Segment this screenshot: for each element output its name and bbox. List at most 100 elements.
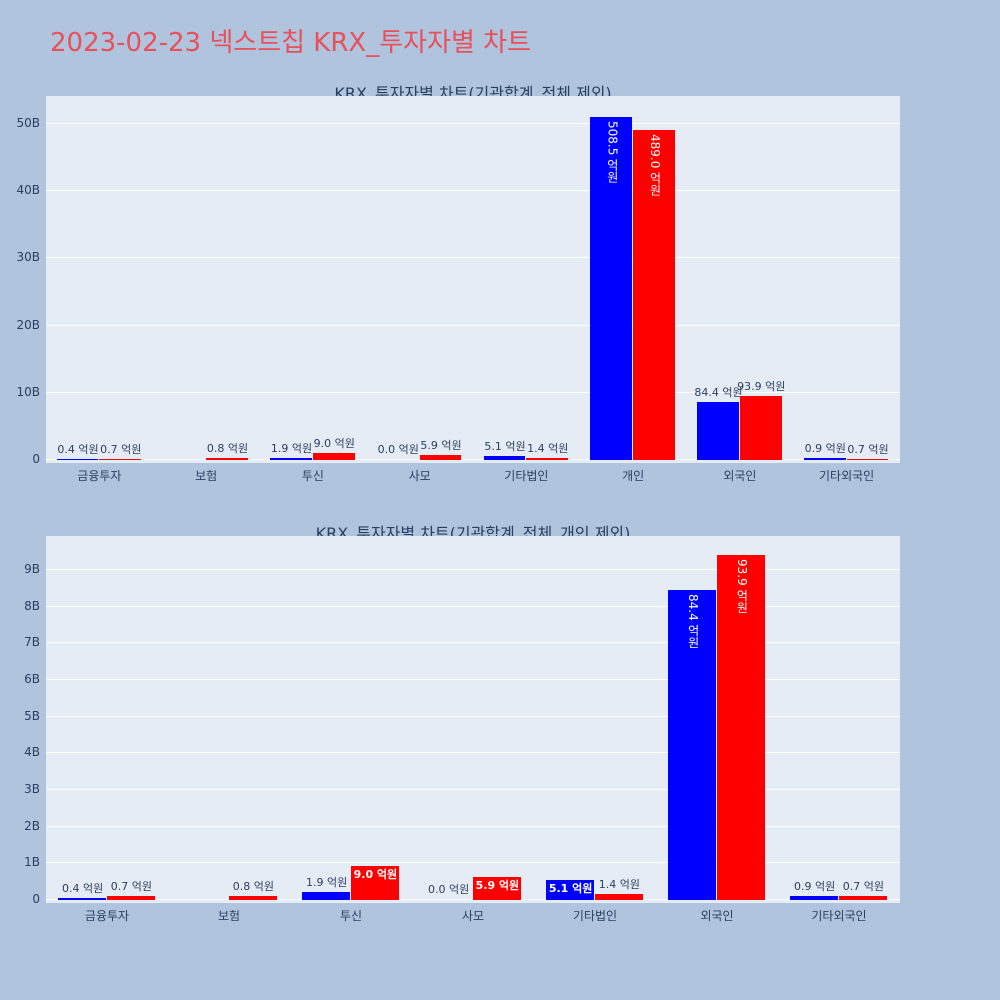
x-tick-label: 투신 <box>339 909 363 923</box>
y-tick-label: 50B <box>16 115 40 130</box>
x-tick-label: 투신 <box>301 469 324 483</box>
bar-buy <box>58 897 106 900</box>
data-label: 84.4 억원 <box>686 593 701 649</box>
bar-sell <box>99 458 142 460</box>
bar-sell <box>351 866 399 900</box>
y-tick-label: 30B <box>16 250 40 265</box>
data-label: 5.1 억원 <box>548 882 593 896</box>
bar-buy <box>803 458 846 460</box>
gridline <box>46 752 900 754</box>
bar-sell <box>846 458 889 460</box>
bar-buy <box>790 895 838 900</box>
bar-buy <box>668 589 716 900</box>
x-tick-label: 기타법인 <box>572 909 618 923</box>
data-label: 0.4 억원 <box>57 442 99 456</box>
data-label: 0.7 억원 <box>100 442 142 456</box>
data-label: 508.5 억원 <box>605 121 620 184</box>
data-label: 93.9 억원 <box>737 379 786 393</box>
gridline <box>46 642 900 644</box>
data-label: 9.0 억원 <box>313 436 355 450</box>
gridline <box>46 825 900 827</box>
data-label: 1.4 억원 <box>598 877 641 891</box>
data-label: 5.9 억원 <box>420 439 462 453</box>
y-tick-label: 3B <box>24 782 40 796</box>
bar-sell <box>526 458 569 460</box>
bar-sell <box>717 554 765 900</box>
bar-buy <box>483 455 526 460</box>
x-tick-label: 사모 <box>461 909 485 923</box>
gridline <box>46 569 900 570</box>
main-title: 2023-02-23 넥스트칩 KRX_투자자별 차트 <box>50 28 532 58</box>
bar-sell <box>473 877 521 900</box>
bar-sell <box>312 452 355 460</box>
y-tick-label: 40B <box>16 183 40 198</box>
bar-sell <box>595 893 643 900</box>
y-tick-label: 8B <box>24 598 40 613</box>
gridline <box>46 679 900 680</box>
gridline <box>46 324 900 326</box>
x-tick-label: 개인 <box>622 469 645 483</box>
x-tick-label: 사모 <box>408 469 431 483</box>
y-tick-label: 9B <box>24 562 40 576</box>
gridline <box>46 715 900 717</box>
data-label: 1.9 억원 <box>270 441 313 455</box>
gridline <box>46 391 900 393</box>
data-label: 0.9 억원 <box>793 879 836 893</box>
data-label: 0.7 억원 <box>847 442 889 456</box>
data-label: 5.1 억원 <box>484 439 526 453</box>
bar-sell <box>419 455 462 460</box>
y-tick-label: 6B <box>24 672 40 686</box>
x-tick-label: 금융투자 <box>77 469 122 483</box>
data-label: 0.9 억원 <box>804 442 846 456</box>
y-tick-label: 1B <box>24 855 40 870</box>
x-tick-label: 기타외국인 <box>819 469 875 483</box>
x-tick-label: 기타법인 <box>504 469 549 483</box>
bar-sell <box>839 896 887 900</box>
bar-buy <box>697 402 739 460</box>
y-tick-label: 2B <box>24 818 40 833</box>
bar-buy <box>56 458 99 460</box>
gridline <box>46 190 900 192</box>
bar-sell <box>229 896 277 900</box>
x-tick-label: 보험 <box>217 909 241 923</box>
data-label: 9.0 억원 <box>353 868 398 881</box>
bar-sell <box>739 395 782 460</box>
bar-sell <box>206 458 248 460</box>
y-tick-label: 5B <box>24 708 40 723</box>
data-label: 0.7 억원 <box>842 880 885 894</box>
x-tick-label: 금융투자 <box>84 909 130 923</box>
gridline <box>46 789 900 790</box>
data-label: 84.4 억원 <box>694 386 743 400</box>
data-label: 489.0 억원 <box>647 134 662 197</box>
x-tick-label: 외국인 <box>700 909 734 923</box>
x-tick-label: 외국인 <box>723 469 757 483</box>
gridline <box>46 459 900 460</box>
gridline <box>46 122 900 124</box>
bar-sell <box>633 130 675 460</box>
y-tick-label: 0 <box>32 892 40 906</box>
y-tick-label: 0 <box>32 452 40 466</box>
data-label: 0.0 억원 <box>427 883 470 896</box>
gridline <box>46 257 900 259</box>
plot-area: 0 1B 2B 3B 4B 5B 6B 7B 8B 9B 금융투자 0.4 억원 0.7 억원 보험 0.8… <box>24 536 900 923</box>
data-label: 93.9 억원 <box>734 558 749 614</box>
y-tick-label: 7B <box>24 635 40 650</box>
data-label: 0.8 억원 <box>206 442 249 456</box>
bar-buy <box>546 880 594 900</box>
bar-buy <box>302 892 350 900</box>
data-label: 0.8 억원 <box>232 880 275 894</box>
x-tick-label: 보험 <box>195 469 218 483</box>
x-tick-label: 기타외국인 <box>811 909 867 923</box>
data-label: 1.4 억원 <box>527 442 569 456</box>
bar-buy <box>270 457 312 460</box>
y-tick-label: 10B <box>16 384 40 399</box>
gridline <box>46 862 900 864</box>
data-label: 5.9 억원 <box>475 879 520 893</box>
plot-area: 0 10B 20B 30B 40B 50B 금융투자 0.4 억원 0.7 억원 보험 0.8 억원… <box>16 96 900 483</box>
gridline <box>46 605 900 607</box>
bar-buy <box>590 117 633 460</box>
data-label: 0.0 억원 <box>377 443 419 456</box>
y-tick-label: 20B <box>16 317 40 332</box>
bar-sell <box>107 896 155 900</box>
data-label: 1.9 억원 <box>305 876 348 890</box>
